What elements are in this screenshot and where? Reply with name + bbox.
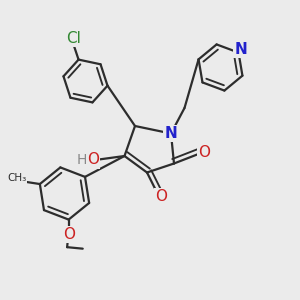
Text: CH₃: CH₃ [7,173,26,183]
Text: N: N [235,42,247,57]
Text: N: N [165,126,177,141]
Text: O: O [198,145,210,160]
Text: O: O [155,189,167,204]
Text: O: O [63,227,75,242]
Text: H: H [77,153,87,167]
Text: O: O [87,152,99,167]
Text: Cl: Cl [67,31,82,46]
